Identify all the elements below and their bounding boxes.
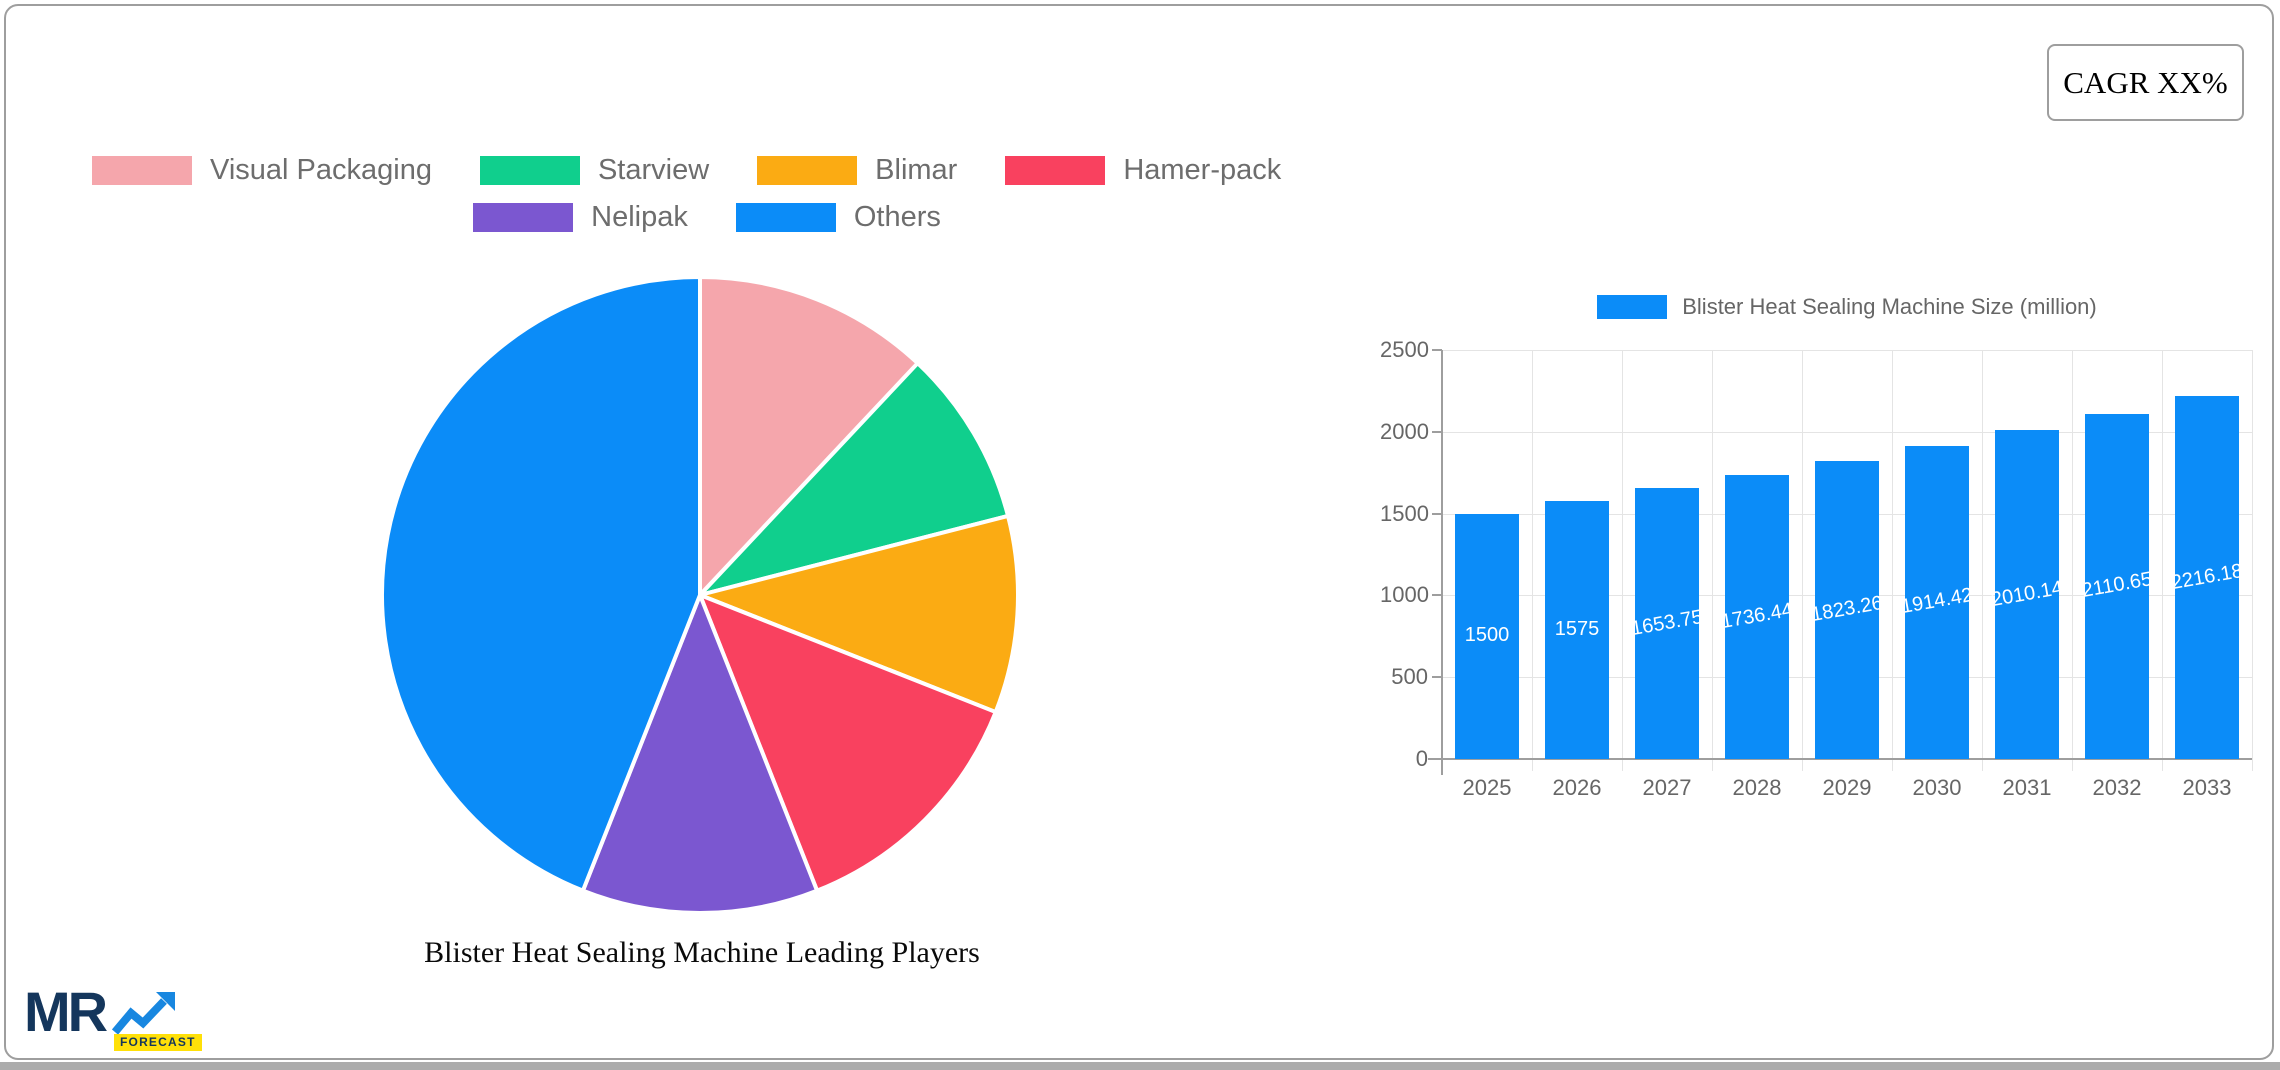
y-tick-1000	[1432, 594, 1442, 597]
bar-legend-item[interactable]: Blister Heat Sealing Machine Size (milli…	[1442, 294, 2252, 320]
y-axis-line	[1441, 350, 1443, 775]
pie-legend: Visual Packaging Starview Blimar Hamer-pack…	[92, 154, 1322, 234]
bar-chart: Blister Heat Sealing Machine Size (milli…	[1380, 282, 2280, 842]
logo-forecast-text: FORECAST	[114, 1034, 202, 1051]
bar-2033	[2175, 396, 2239, 759]
bar-legend-swatch	[1597, 295, 1668, 319]
x-gridline-2	[1622, 350, 1623, 771]
pie-legend-row-1: Visual Packaging Starview Blimar Hamer-pack	[92, 154, 1322, 187]
legend-item-nelipak[interactable]: Nelipak	[473, 201, 688, 234]
y-tick-2500	[1432, 349, 1442, 351]
y-gridline-2000	[1442, 431, 2252, 433]
legend-swatch-blimar	[757, 156, 858, 185]
bar-value-label-2026: 1575	[1554, 618, 1600, 641]
y-tick-label-2500: 2500	[1380, 337, 1429, 362]
bar-2029	[1815, 460, 1879, 759]
legend-label-visual-packaging: Visual Packaging	[210, 154, 432, 186]
x-tick-label-2028: 2028	[1732, 775, 1782, 800]
legend-label-nelipak: Nelipak	[591, 201, 688, 233]
x-axis-line	[1428, 758, 2252, 760]
cagr-badge: CAGR XX%	[2047, 44, 2244, 121]
x-gridline-1	[1532, 350, 1533, 771]
legend-item-blimar[interactable]: Blimar	[757, 154, 957, 187]
logo-mr-text: MR	[24, 980, 108, 1043]
x-gridline-5	[1892, 350, 1893, 771]
x-gridline-8	[2162, 350, 2163, 771]
logo-trend-arrow-icon	[112, 992, 175, 1035]
bar-2027	[1635, 488, 1699, 759]
x-tick-label-2030: 2030	[1912, 775, 1962, 800]
legend-swatch-starview	[479, 156, 580, 185]
bottom-edge-strip	[0, 1062, 2280, 1070]
y-tick-label-0: 0	[1415, 746, 1428, 771]
legend-item-hamer-pack[interactable]: Hamer-pack	[1005, 154, 1281, 187]
x-tick-label-2025: 2025	[1462, 775, 1512, 800]
legend-label-others: Others	[853, 201, 941, 233]
pie-chart-title: Blister Heat Sealing Machine Leading Pla…	[424, 936, 980, 969]
bar-legend-label: Blister Heat Sealing Machine Size (milli…	[1682, 294, 2097, 319]
x-tick-label-2031: 2031	[2002, 775, 2052, 800]
chart-card: CAGR XX% Visual Packaging Starview Blimar H…	[4, 4, 2274, 1060]
legend-item-starview[interactable]: Starview	[479, 154, 710, 187]
x-tick-label-2029: 2029	[1822, 775, 1872, 800]
x-gridline-9	[2252, 350, 2253, 771]
legend-label-starview: Starview	[597, 154, 710, 186]
y-tick-2000	[1432, 430, 1442, 433]
bar-2032	[2085, 413, 2149, 759]
y-tick-label-1500: 1500	[1380, 500, 1429, 526]
x-tick-label-2026: 2026	[1552, 775, 1602, 800]
pie-slice-others	[380, 275, 702, 893]
pie-chart	[380, 275, 1020, 915]
bar-value-label-2025: 1500	[1464, 624, 1510, 647]
x-gridline-6	[1982, 350, 1983, 771]
pie-slice-visual-packaging	[698, 275, 920, 597]
y-tick-1500	[1432, 512, 1442, 515]
legend-item-others[interactable]: Others	[735, 201, 941, 234]
y-tick-500	[1432, 676, 1442, 679]
legend-item-visual-packaging[interactable]: Visual Packaging	[92, 154, 432, 187]
legend-swatch-others	[735, 203, 836, 232]
pie-slice-starview	[698, 361, 1011, 597]
x-tick-label-2033: 2033	[2182, 775, 2232, 800]
x-gridline-3	[1712, 350, 1713, 771]
bar-2028	[1725, 474, 1789, 759]
bar-2031	[1995, 430, 2059, 759]
y-gridline-2500	[1442, 350, 2252, 351]
legend-swatch-nelipak	[473, 203, 574, 232]
legend-label-hamer-pack: Hamer-pack	[1123, 154, 1282, 186]
pie-legend-row-2: Nelipak Others	[92, 201, 1322, 234]
bar-2030	[1905, 445, 1969, 759]
y-tick-label-500: 500	[1391, 664, 1428, 690]
x-tick-label-2027: 2027	[1642, 775, 1692, 800]
bar-2026	[1545, 501, 1609, 759]
bar-2025	[1455, 513, 1519, 759]
x-tick-label-2032: 2032	[2092, 775, 2142, 800]
y-tick-label-2000: 2000	[1380, 418, 1429, 444]
legend-swatch-visual-packaging	[92, 156, 192, 185]
legend-label-blimar: Blimar	[875, 154, 958, 186]
pie-slice-blimar	[698, 513, 1020, 715]
legend-swatch-hamer-pack	[1005, 156, 1106, 185]
pie-slice-nelipak	[580, 593, 820, 915]
pie-slice-hamer-pack	[698, 593, 998, 893]
x-gridline-4	[1802, 350, 1803, 771]
y-tick-label-1000: 1000	[1380, 582, 1429, 608]
x-gridline-7	[2072, 350, 2073, 771]
